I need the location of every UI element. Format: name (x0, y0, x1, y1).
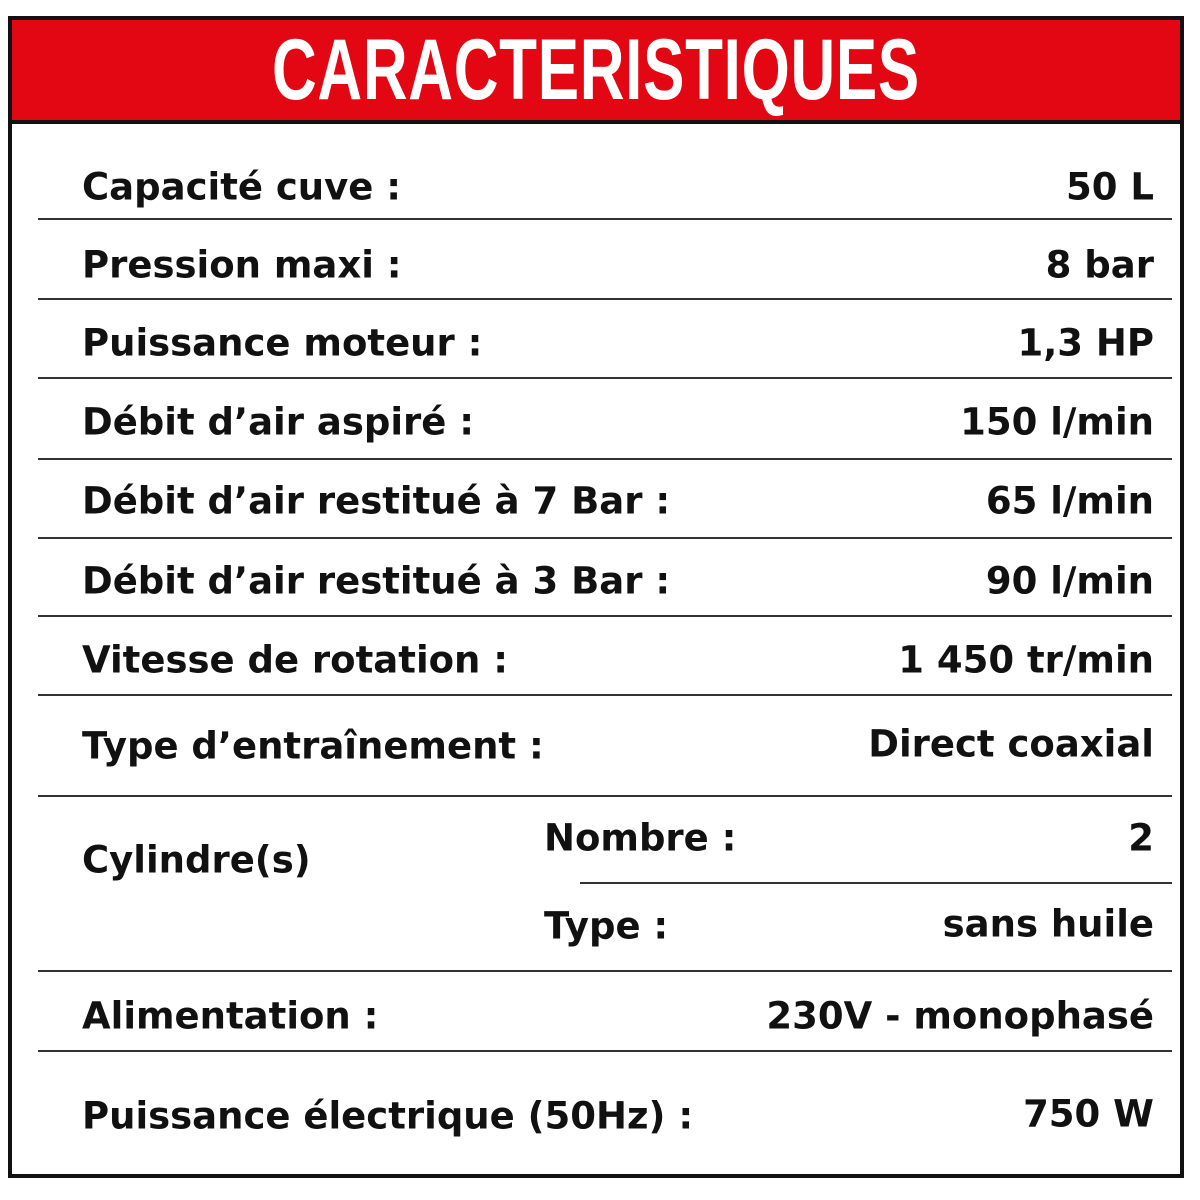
spec-label: Débit d’air restitué à 3 Bar : (82, 559, 671, 603)
spec-label: Puissance moteur : (82, 321, 483, 365)
row-divider (38, 970, 1172, 972)
spec-header: CARACTERISTIQUES (12, 20, 1180, 124)
cylinders-count-value: 2 (1128, 816, 1154, 860)
cylinders-type-value: sans huile (942, 902, 1154, 946)
spec-value: 65 l/min (985, 479, 1154, 523)
spec-value: 1,3 HP (1017, 321, 1154, 365)
spec-table: CARACTERISTIQUES Capacité cuve : 50 L Pr… (8, 16, 1184, 1178)
cylinders-type-label: Type : (544, 904, 669, 948)
row-divider (38, 615, 1172, 617)
spec-label: Capacité cuve : (82, 165, 402, 209)
row-divider (38, 298, 1172, 300)
row-divider (38, 218, 1172, 220)
spec-label: Alimentation : (82, 994, 379, 1038)
spec-value: 90 l/min (985, 559, 1154, 603)
spec-label: Débit d’air aspiré : (82, 400, 475, 444)
spec-value: 50 L (1066, 165, 1154, 209)
spec-value: 150 l/min (960, 400, 1154, 444)
row-divider (38, 694, 1172, 696)
spec-value: 230V - monophasé (766, 994, 1154, 1038)
cylinders-count-label: Nombre : (544, 816, 737, 860)
sub-row-divider (580, 882, 1172, 884)
spec-label: Débit d’air restitué à 7 Bar : (82, 479, 671, 523)
spec-value: 8 bar (1045, 243, 1154, 287)
spec-label: Type d’entraînement : (82, 724, 544, 768)
spec-value: 750 W (1023, 1092, 1154, 1136)
row-divider (38, 537, 1172, 539)
spec-value: Direct coaxial (868, 722, 1154, 766)
row-divider (38, 377, 1172, 379)
cylinders-label: Cylindre(s) (82, 838, 311, 882)
row-divider (38, 795, 1172, 797)
row-divider (38, 1050, 1172, 1052)
spec-label: Pression maxi : (82, 243, 402, 287)
spec-label: Puissance électrique (50Hz) : (82, 1094, 694, 1138)
row-divider (38, 458, 1172, 460)
spec-title: CARACTERISTIQUES (272, 22, 920, 118)
spec-label: Vitesse de rotation : (82, 638, 509, 682)
spec-value: 1 450 tr/min (898, 638, 1154, 682)
